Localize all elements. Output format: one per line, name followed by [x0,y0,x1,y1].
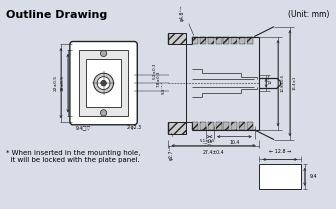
Text: 7.8±0.3: 7.8±0.3 [157,71,161,87]
Text: 5.2±0.3: 5.2±0.3 [152,62,156,79]
Bar [232,37,237,45]
Text: 15.4±1: 15.4±1 [293,76,297,90]
Circle shape [100,50,107,57]
Bar [208,37,214,45]
Text: * When inserted in the mounting hole,: * When inserted in the mounting hole, [6,149,141,155]
Text: ← 12.8 →: ← 12.8 → [269,149,291,154]
Bar [192,37,198,45]
FancyBboxPatch shape [0,0,336,209]
Text: 9.4: 9.4 [310,174,317,179]
Bar [200,37,206,45]
Text: 10.4: 10.4 [229,140,240,145]
Bar [223,122,229,130]
Text: 1.8
⁻⁰¹: 1.8 ⁻⁰¹ [207,140,213,148]
Bar [208,122,214,130]
Bar [168,122,186,134]
Circle shape [97,77,110,90]
Circle shape [101,80,107,86]
Circle shape [94,73,114,93]
Bar [216,37,221,45]
Text: 22±0.5: 22±0.5 [54,75,58,91]
Bar [239,122,245,130]
Text: 9.4□▽: 9.4□▽ [76,125,91,130]
Bar [168,33,186,45]
Text: (Unit: mm): (Unit: mm) [288,10,330,19]
Bar [79,50,128,116]
Bar [192,122,198,130]
Bar [232,122,237,130]
Bar [216,122,221,130]
Bar [239,37,245,45]
Bar [247,122,253,130]
Text: 5.1±0.5
  ⁻⁰¹: 5.1±0.5 ⁻⁰¹ [200,139,215,147]
Text: 27.4±0.4: 27.4±0.4 [203,149,224,154]
Text: 12⁺⁰²: 12⁺⁰² [269,74,273,84]
Text: φ4.8⁺⁰¹: φ4.8⁺⁰¹ [179,4,184,21]
Bar [200,122,206,130]
Text: 18±0.5: 18±0.5 [61,75,65,91]
Bar [259,164,301,189]
FancyBboxPatch shape [70,42,137,125]
Bar [223,37,229,45]
Bar [247,37,253,45]
Text: 2-φ2.3: 2-φ2.3 [126,125,141,130]
Text: 9.3⁻⁰·³: 9.3⁻⁰·³ [162,80,166,94]
Circle shape [100,110,107,116]
Bar [86,59,121,107]
Text: φ2.7⁺⁰¹: φ2.7⁺⁰¹ [168,144,173,160]
Text: Outline Drawing: Outline Drawing [6,10,108,20]
Text: it will be locked with the plate panel.: it will be locked with the plate panel. [6,157,140,163]
Text: 12.8±0.5: 12.8±0.5 [281,74,285,92]
